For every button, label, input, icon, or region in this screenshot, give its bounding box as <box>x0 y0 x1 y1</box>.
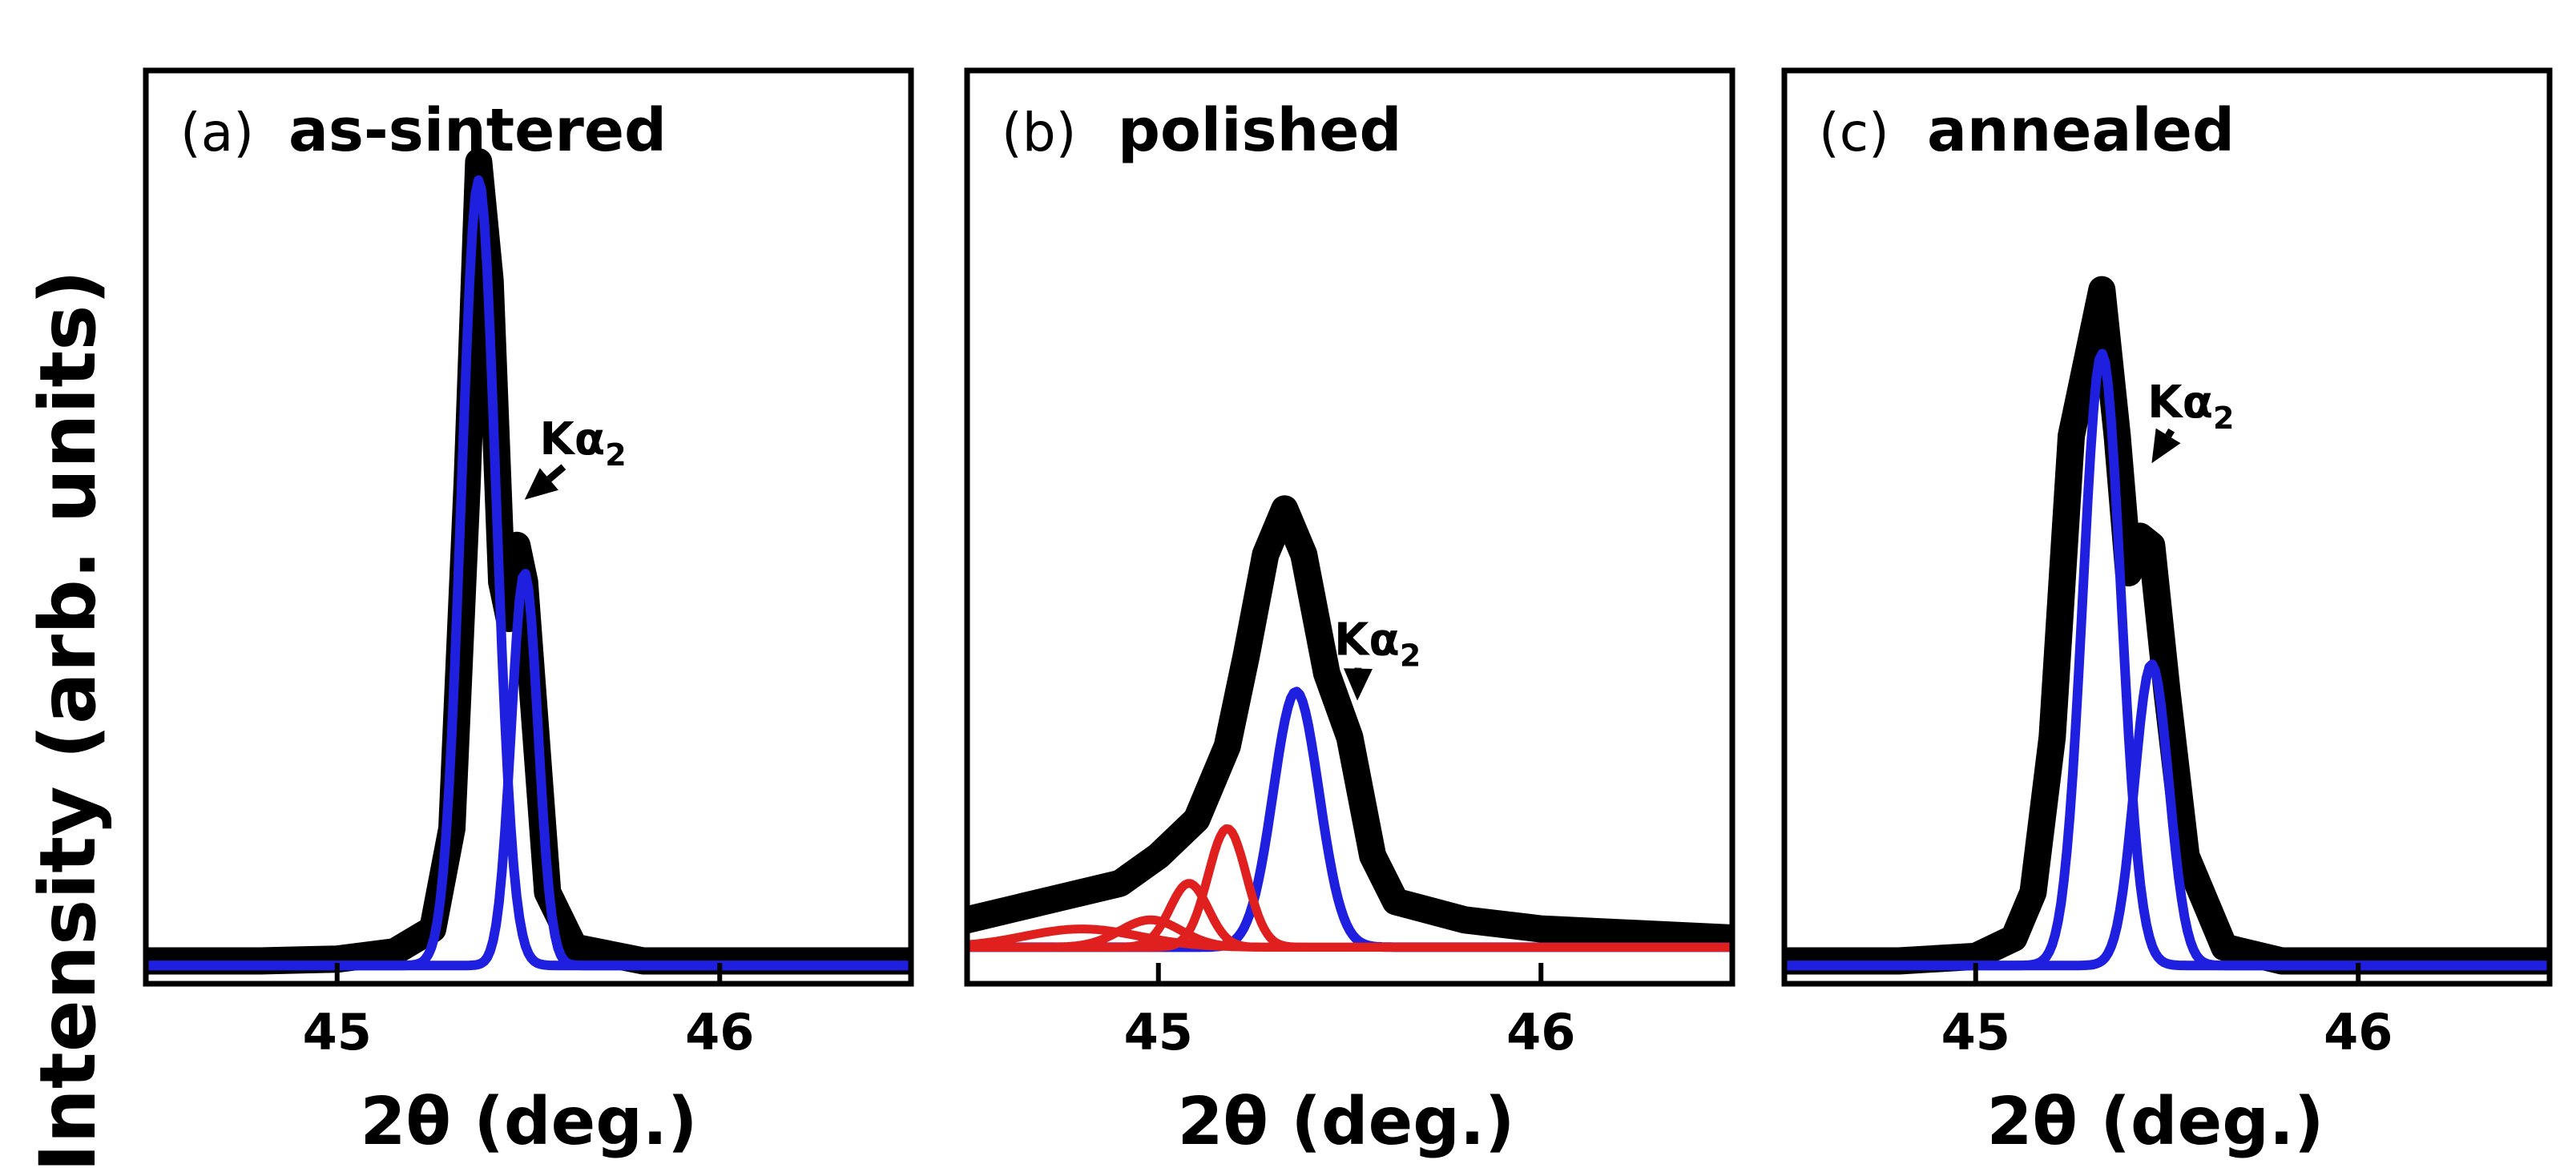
panel-b: (b) polished 2θ (deg.) 45 46 Kα2 <box>964 67 1735 1160</box>
panel-b-tag: (b) <box>1002 102 1076 163</box>
panel-a-x-tick-label-1: 46 <box>685 1003 754 1061</box>
panel-c-plot-area <box>1784 276 2550 975</box>
panel-a-frame <box>143 67 914 987</box>
panel-c-title: annealed <box>1927 96 2235 165</box>
panel-b-title: polished <box>1118 96 1401 165</box>
panel-a-x-tick-label-0: 45 <box>303 1003 372 1061</box>
panel-b-k-alpha2-label: Kα2 <box>1334 614 1421 674</box>
panel-b-x-axis-label: 2θ (deg.) <box>1177 1084 1514 1160</box>
panel-b-k-alpha2-arrow-head <box>1343 668 1373 701</box>
panel-a-k-alpha2-arrow-shaft <box>546 464 566 482</box>
panel-a-measured-line-0 <box>146 148 911 975</box>
panel-a-fit-main-line-2 <box>146 569 911 971</box>
panel-a-k-alpha2-arrow-head <box>524 468 558 500</box>
panel-b-fit-extra-line-5 <box>967 924 1732 952</box>
panel-b-x-tick-label-0: 45 <box>1124 1003 1193 1061</box>
y-axis-label: Intensity (arb. units) <box>23 270 113 1172</box>
panel-c-fit-main-line-2 <box>1784 659 2550 971</box>
panel-c-tag: (c) <box>1819 102 1889 163</box>
panel-c: (c) annealed 2θ (deg.) 45 46 Kα2 <box>1781 67 2553 1160</box>
panel-a-tag: (a) <box>180 102 254 163</box>
panel-c-x-axis-label: 2θ (deg.) <box>1986 1084 2324 1160</box>
panel-a-plot-area <box>146 148 911 975</box>
panel-a-x-axis-label: 2θ (deg.) <box>360 1084 697 1160</box>
panel-b-x-tick-label-1: 46 <box>1506 1003 1575 1061</box>
panel-c-k-alpha2-arrow-head <box>2151 428 2181 464</box>
panel-b-plot-area <box>967 495 1732 953</box>
panel-c-k-alpha2-label: Kα2 <box>2147 377 2234 436</box>
panel-c-measured-line-0 <box>1784 276 2550 975</box>
panel-c-k-alpha2-arrow-shaft <box>2165 428 2175 438</box>
panel-c-frame <box>1781 67 2553 987</box>
panel-c-x-tick-label-0: 45 <box>1941 1003 2010 1061</box>
panel-b-measured-line-0 <box>967 495 1732 952</box>
panel-a-k-alpha2-label: Kα2 <box>539 413 626 473</box>
panel-b-frame <box>964 67 1735 987</box>
panel-c-x-tick-label-1: 46 <box>2324 1003 2393 1061</box>
